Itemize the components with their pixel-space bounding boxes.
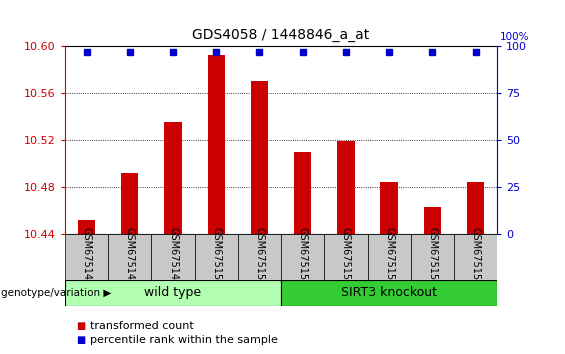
Text: wild type: wild type bbox=[145, 286, 202, 299]
Text: percentile rank within the sample: percentile rank within the sample bbox=[90, 335, 279, 345]
Text: GSM675150: GSM675150 bbox=[211, 227, 221, 286]
Bar bbox=[121, 173, 138, 234]
Bar bbox=[324, 234, 368, 280]
Text: GSM675149: GSM675149 bbox=[168, 227, 178, 286]
Bar bbox=[467, 182, 484, 234]
Text: ■: ■ bbox=[76, 335, 85, 345]
Bar bbox=[238, 234, 281, 280]
Bar bbox=[78, 219, 95, 234]
Text: GSM675151: GSM675151 bbox=[254, 227, 264, 286]
Text: GSM675152: GSM675152 bbox=[298, 227, 308, 286]
Text: transformed count: transformed count bbox=[90, 321, 194, 331]
Text: SIRT3 knockout: SIRT3 knockout bbox=[341, 286, 437, 299]
Text: 100%: 100% bbox=[500, 33, 529, 42]
Bar bbox=[65, 234, 108, 280]
Bar bbox=[151, 234, 194, 280]
Text: GSM675153: GSM675153 bbox=[341, 227, 351, 286]
Bar bbox=[380, 182, 398, 234]
Title: GDS4058 / 1448846_a_at: GDS4058 / 1448846_a_at bbox=[193, 28, 370, 42]
Bar bbox=[424, 207, 441, 234]
Text: GSM675154: GSM675154 bbox=[384, 227, 394, 286]
Bar bbox=[251, 81, 268, 234]
Bar bbox=[108, 234, 151, 280]
Text: GSM675147: GSM675147 bbox=[81, 227, 92, 286]
Bar bbox=[411, 234, 454, 280]
Text: GSM675155: GSM675155 bbox=[427, 227, 437, 286]
Bar bbox=[337, 141, 355, 234]
Text: genotype/variation ▶: genotype/variation ▶ bbox=[1, 288, 111, 298]
Bar bbox=[281, 234, 324, 280]
Text: GSM675156: GSM675156 bbox=[471, 227, 481, 286]
Bar bbox=[207, 55, 225, 234]
Bar bbox=[294, 152, 311, 234]
Bar bbox=[65, 280, 281, 306]
Bar bbox=[454, 234, 497, 280]
Text: ■: ■ bbox=[76, 321, 85, 331]
Bar bbox=[367, 234, 411, 280]
Text: GSM675148: GSM675148 bbox=[125, 227, 135, 286]
Bar bbox=[281, 280, 497, 306]
Bar bbox=[194, 234, 238, 280]
Bar bbox=[164, 122, 182, 234]
